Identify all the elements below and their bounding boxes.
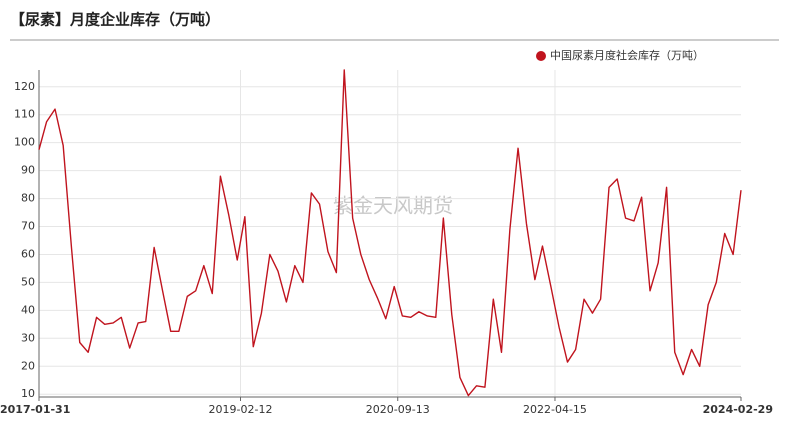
y-tick-label: 90 — [21, 164, 35, 177]
chart-title: 【尿素】月度企业库存（万吨） — [10, 11, 220, 29]
x-tick-label: 2022-04-15 — [523, 403, 587, 416]
y-tick-label: 20 — [21, 359, 35, 372]
y-tick-label: 120 — [14, 80, 35, 93]
x-tick-label: 2024-02-29 — [703, 403, 773, 416]
y-tick-label: 80 — [21, 192, 35, 205]
y-tick-label: 40 — [21, 303, 35, 316]
x-tick-label: 2020-09-13 — [366, 403, 430, 416]
y-tick-label: 110 — [14, 108, 35, 121]
legend-label: 中国尿素月度社会库存（万吨） — [550, 48, 704, 62]
y-tick-label: 70 — [21, 220, 35, 233]
legend-marker — [536, 51, 546, 61]
x-tick-label: 2019-02-12 — [209, 403, 273, 416]
y-tick-label: 60 — [21, 247, 35, 260]
y-tick-label: 10 — [21, 387, 35, 400]
y-tick-label: 50 — [21, 275, 35, 288]
x-tick-label: 2017-01-31 — [0, 403, 70, 416]
y-tick-label: 100 — [14, 136, 35, 149]
y-tick-label: 30 — [21, 331, 35, 344]
series-line — [38, 69, 742, 397]
